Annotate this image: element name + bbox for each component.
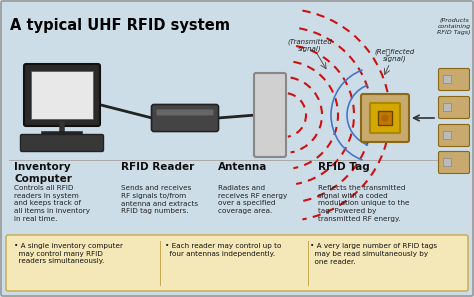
- FancyBboxPatch shape: [438, 97, 470, 119]
- FancyBboxPatch shape: [156, 110, 213, 116]
- FancyBboxPatch shape: [6, 235, 468, 291]
- Text: (Products
containing
RFID Tags): (Products containing RFID Tags): [437, 18, 471, 34]
- Text: • Each reader may control up to
  four antennas independently.: • Each reader may control up to four ant…: [165, 243, 282, 257]
- Text: Inventory
Computer: Inventory Computer: [14, 162, 72, 184]
- FancyBboxPatch shape: [361, 94, 409, 142]
- Text: RFID Tag: RFID Tag: [318, 162, 369, 172]
- FancyBboxPatch shape: [254, 73, 286, 157]
- Text: Sends and receives
RF signals to/from
antenna and extracts
RFID tag numbers.: Sends and receives RF signals to/from an…: [121, 185, 198, 214]
- Circle shape: [382, 115, 388, 121]
- Text: Controls all RFID
readers in system
and keeps track of
all items in inventory
in: Controls all RFID readers in system and …: [14, 185, 90, 222]
- FancyBboxPatch shape: [370, 103, 400, 133]
- Bar: [31, 71, 93, 119]
- Bar: [443, 158, 451, 166]
- Text: (Re﻿flected
signal): (Re﻿flected signal): [375, 48, 415, 62]
- Text: • A very large number of RFID tags
  may be read simultaneously by
  one reader.: • A very large number of RFID tags may b…: [310, 243, 437, 265]
- Text: • A single inventory computer
  may control many RFID
  readers simultaneously.: • A single inventory computer may contro…: [14, 243, 123, 265]
- FancyBboxPatch shape: [438, 151, 470, 173]
- FancyBboxPatch shape: [438, 124, 470, 146]
- FancyBboxPatch shape: [152, 105, 219, 132]
- Bar: [443, 75, 451, 83]
- Text: Radiates and
receives RF energy
over a specified
coverage area.: Radiates and receives RF energy over a s…: [218, 185, 287, 214]
- Text: Reflects the transmitted
signal with a coded
modulation unique to the
tag. Power: Reflects the transmitted signal with a c…: [318, 185, 409, 222]
- Text: Antenna: Antenna: [218, 162, 267, 172]
- Text: A typical UHF RFID system: A typical UHF RFID system: [10, 18, 230, 33]
- Bar: [378, 111, 392, 125]
- FancyBboxPatch shape: [438, 69, 470, 91]
- Bar: [443, 103, 451, 111]
- Text: RFID Reader: RFID Reader: [121, 162, 194, 172]
- Text: (Transmitted
signal): (Transmitted signal): [288, 38, 332, 52]
- Bar: [443, 131, 451, 139]
- FancyBboxPatch shape: [20, 135, 103, 151]
- FancyBboxPatch shape: [24, 64, 100, 126]
